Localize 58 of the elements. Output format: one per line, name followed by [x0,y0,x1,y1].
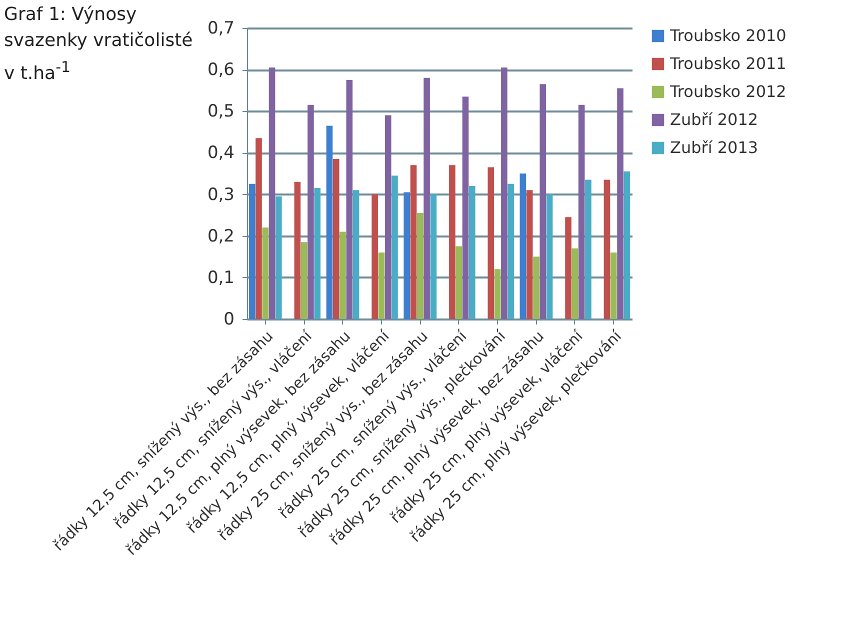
bar [248,184,256,319]
bar [565,217,572,319]
bar [340,232,346,319]
y-tick-label: 0,3 [207,184,234,205]
bar [572,248,578,319]
text: Graf 1: Výnosy svazenky vratičolisté v t.ha$^{-1}$ [4,3,194,86]
bar [352,190,360,319]
bar [456,246,462,319]
bar [617,88,624,319]
bar [262,228,269,319]
bar [424,78,430,319]
legend-label: Troubsko 2010 [669,26,786,45]
bar [314,188,321,319]
bar [416,212,424,319]
bar [540,84,546,319]
bar [430,194,437,319]
bar [501,67,508,319]
bar [610,252,617,319]
bar [624,171,630,319]
bar [256,138,262,319]
bar [520,174,526,319]
bar [276,196,282,319]
bar [410,165,417,319]
bar [494,269,501,319]
bar [384,115,392,319]
bar [526,190,533,319]
bar [508,184,514,319]
bar [546,194,553,319]
legend-label: Troubsko 2011 [669,54,786,73]
bar [268,67,276,319]
bar [346,80,353,319]
bar [378,252,385,319]
y-tick-label: 0,4 [207,143,234,164]
bar [392,176,398,319]
bar [449,165,456,319]
bar [332,158,340,319]
bar [462,96,469,319]
y-tick-label: 0,1 [207,268,234,288]
bar [294,182,301,319]
bar [488,167,494,319]
y-tick-label: 0 [224,310,234,330]
bar [468,186,476,319]
bar [404,192,410,319]
y-tick-label: 0,5 [207,102,234,122]
legend-label: Zubří 2012 [670,110,758,129]
bar [372,194,378,319]
bar [533,256,540,319]
y-tick-label: 0,2 [207,226,234,246]
bar [300,242,308,319]
legend-label: Troubsko 2012 [669,82,786,101]
bar [604,180,610,319]
y-tick-label: 0,6 [207,60,234,80]
bar [578,104,585,319]
bar [585,180,592,319]
y-tick-label: 0,7 [207,18,234,38]
bar [308,104,314,319]
legend-label: Zubří 2013 [670,138,758,157]
bar [326,126,333,319]
